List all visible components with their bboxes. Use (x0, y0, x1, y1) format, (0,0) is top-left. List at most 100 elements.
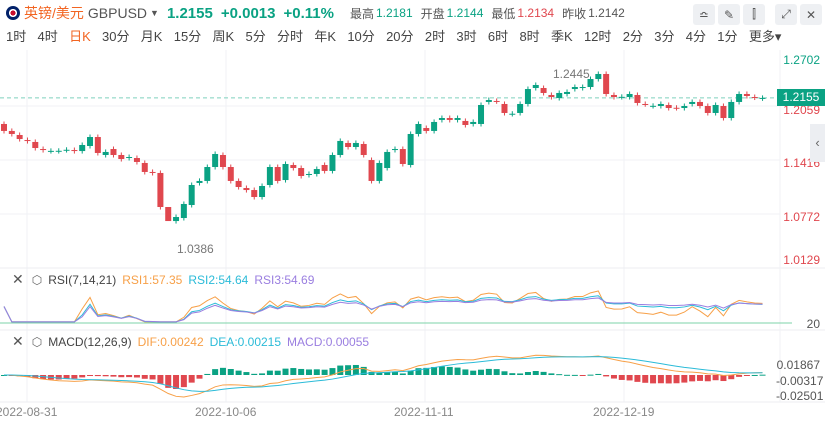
candle-body (493, 100, 500, 102)
fullscreen-icon[interactable]: ⤢ (775, 4, 797, 25)
macd-histogram-bar (438, 366, 445, 375)
symbol-name[interactable]: 英镑/美元 (24, 5, 84, 21)
close-macd-icon[interactable]: ✕ (12, 333, 24, 349)
candle-body (196, 180, 203, 183)
macd-histogram-bar (71, 375, 78, 379)
candle-body (540, 88, 547, 93)
candle-body (673, 107, 680, 109)
macd-histogram-bar (352, 364, 359, 375)
candle-body (423, 128, 430, 131)
candle-body (141, 162, 148, 172)
symbol-dropdown-icon[interactable]: ▼ (150, 8, 159, 18)
macd-histogram-bar (618, 375, 625, 380)
timeframe-18[interactable]: 2分 (622, 29, 643, 44)
macd-histogram-bar (759, 374, 766, 376)
candle-body (376, 162, 383, 181)
rsi3-value: RSI3:54.69 (254, 272, 315, 287)
macd-histogram-bar (360, 366, 367, 375)
timeframe-16[interactable]: 季K (550, 29, 573, 44)
last-price: 1.2155 (166, 4, 213, 22)
candle-body (212, 153, 219, 168)
timeframe-17[interactable]: 12时 (583, 29, 612, 44)
macd-histogram-bar (305, 369, 312, 375)
close-rsi-icon[interactable]: ✕ (12, 271, 24, 287)
macd-axis-label: -0.02501 (776, 389, 824, 403)
indicator-icon[interactable]: ≏ (693, 4, 715, 25)
candle-body (32, 141, 39, 149)
timeframe-12[interactable]: 2时 (424, 29, 446, 44)
candle-body (1, 123, 7, 131)
timeframe-21[interactable]: 1分 (717, 29, 738, 44)
timeframe-6[interactable]: 周K (212, 29, 235, 44)
macd-settings-icon[interactable]: ⬡ (31, 334, 43, 349)
collapse-panel-button[interactable]: ‹ (810, 124, 825, 162)
close-icon[interactable]: ✕ (800, 4, 822, 25)
candle-body (126, 157, 133, 159)
macd-histogram-bar (548, 373, 555, 375)
macd-histogram-bar (204, 373, 211, 375)
timeframe-4[interactable]: 月K (140, 29, 163, 44)
candle-body (595, 73, 602, 80)
candle-body (55, 150, 62, 152)
more-timeframes[interactable]: 更多▾ (748, 29, 782, 44)
candle-body (94, 137, 101, 153)
timeframe-20[interactable]: 4分 (685, 29, 706, 44)
timeframe-7[interactable]: 5分 (245, 29, 266, 44)
timeframe-9[interactable]: 年K (314, 29, 337, 44)
macd-histogram-bar (243, 372, 250, 375)
candle-body (16, 134, 23, 140)
candle-body (470, 121, 477, 124)
candle-body (728, 101, 735, 119)
rsi-settings-icon[interactable]: ⬡ (31, 272, 43, 287)
timeframe-5[interactable]: 15分 (173, 29, 202, 44)
macd-histogram-bar (642, 375, 649, 383)
candle-body (235, 180, 242, 188)
macd-histogram-bar (298, 368, 305, 375)
timeframe-10[interactable]: 10分 (347, 29, 375, 44)
macd-histogram-bar (141, 375, 148, 379)
candle-body (556, 92, 563, 99)
candle-body (696, 101, 703, 106)
candle-type-icon[interactable]: ⫿ (743, 4, 765, 25)
timeframe-19[interactable]: 3分 (654, 29, 675, 44)
macd-histogram-bar (259, 373, 266, 375)
macd-histogram-bar (454, 367, 461, 375)
timeframe-3[interactable]: 30分 (102, 29, 130, 44)
timeframe-13[interactable]: 3时 (456, 29, 477, 44)
macd-value: MACD:0.00055 (287, 334, 370, 349)
macd-histogram-bar (399, 373, 406, 375)
candle-body (298, 168, 305, 176)
candle-body (188, 184, 195, 205)
macd-histogram-bar (157, 375, 164, 384)
timeframe-14[interactable]: 6时 (487, 29, 509, 44)
candle-body (259, 186, 266, 198)
macd-histogram-bar (470, 370, 477, 375)
open-value: 1.2144 (446, 6, 484, 20)
macd-histogram-bar (313, 369, 320, 375)
symbol-code[interactable]: GBPUSD (87, 5, 148, 21)
timeframe-11[interactable]: 20分 (386, 29, 414, 44)
macd-histogram-bar (571, 374, 578, 376)
timeframe-1[interactable]: 4时 (37, 29, 58, 44)
macd-histogram-bar (32, 375, 39, 379)
candle-body (642, 103, 649, 105)
candle-body (180, 203, 187, 219)
macd-histogram-bar (751, 374, 758, 376)
macd-histogram-bar (329, 368, 336, 375)
macd-histogram-bar (485, 368, 492, 375)
macd-histogram-bar (634, 375, 641, 382)
macd-histogram-bar (118, 375, 125, 378)
timeframe-2[interactable]: 日K (69, 29, 91, 44)
timeframe-15[interactable]: 8时 (519, 29, 540, 44)
timeframe-0[interactable]: 1时 (6, 29, 27, 44)
candle-body (509, 113, 516, 115)
candle-body (157, 172, 164, 208)
timeframe-8[interactable]: 分时 (277, 29, 304, 44)
candle-body (712, 104, 719, 113)
candle-body (118, 154, 125, 160)
candle-body (345, 142, 352, 148)
draw-icon[interactable]: ✎ (718, 4, 740, 25)
candle-body (626, 93, 633, 98)
macd-histogram-bar (689, 375, 696, 382)
